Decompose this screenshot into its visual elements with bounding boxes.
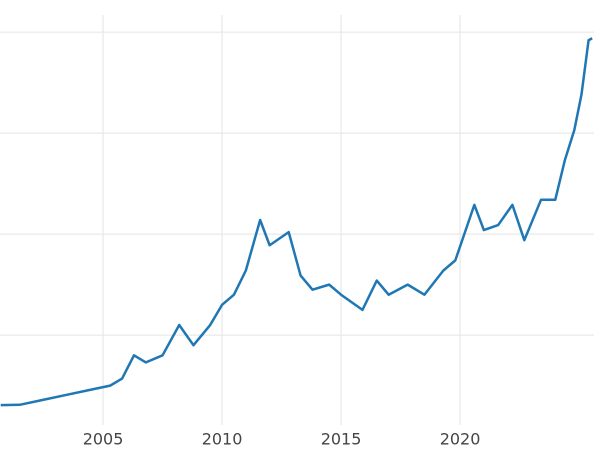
x-tick-label: 2005: [83, 430, 124, 449]
x-tick-label: 2010: [202, 430, 243, 449]
x-tick-label: 2020: [440, 430, 481, 449]
x-tick-label: 2015: [321, 430, 362, 449]
line-series: [0, 37, 593, 407]
